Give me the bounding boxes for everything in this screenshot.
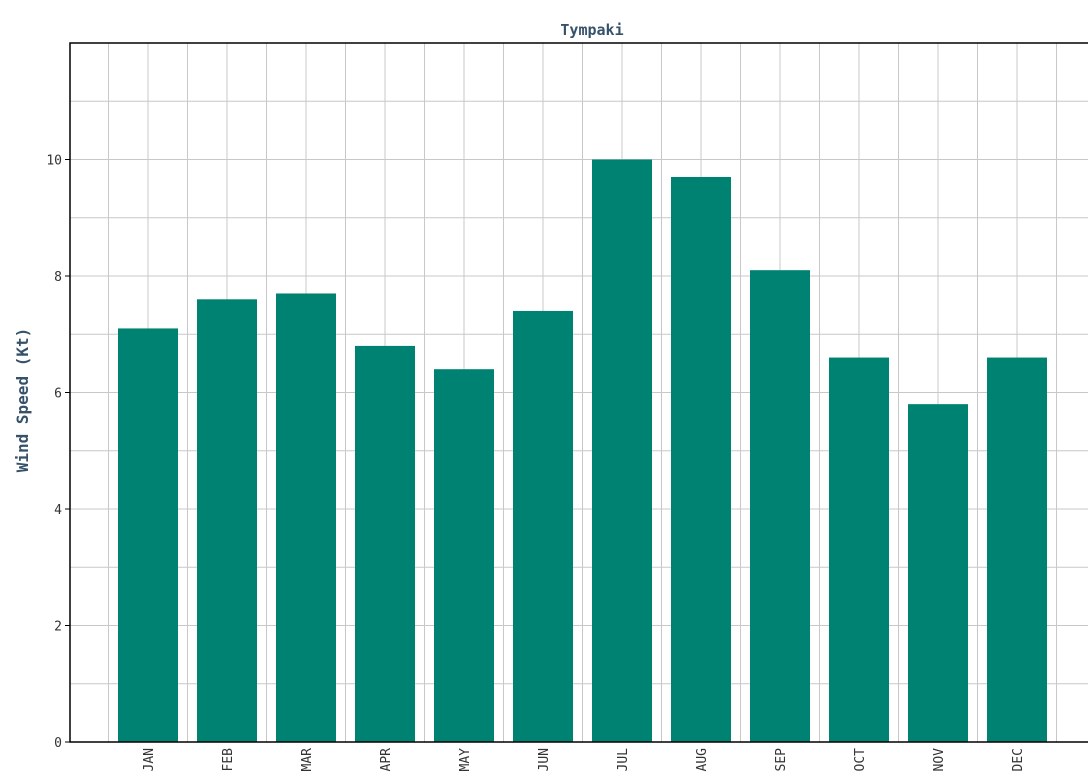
y-axis-label: Wind Speed (Kt) xyxy=(13,328,32,473)
x-tick-label-mar: MAR xyxy=(300,748,315,772)
bar-jun xyxy=(513,310,573,742)
x-tick-label-jul: JUL xyxy=(616,748,631,772)
bar-oct xyxy=(829,357,889,742)
plot-frame xyxy=(69,42,1088,743)
bar-feb xyxy=(197,299,257,742)
x-tick-labels: JAN FEB MAR APR MAY JUN JUL AUG SEP OCT NOV DEC xyxy=(142,748,1026,772)
y-tick-label: 8 xyxy=(54,270,62,285)
x-tick-label-apr: APR xyxy=(379,748,394,772)
bar-apr xyxy=(355,345,415,742)
x-tick-label-oct: OCT xyxy=(853,748,868,772)
x-tick-label-feb: FEB xyxy=(221,748,236,772)
y-tick-label: 10 xyxy=(46,154,62,169)
y-tick-label: 4 xyxy=(54,503,62,518)
x-tick-label-dec: DEC xyxy=(1011,748,1026,771)
plot-border xyxy=(69,42,1088,743)
x-tick-label-jan: JAN xyxy=(142,748,157,771)
chart-title: Tympaki xyxy=(560,21,623,39)
y-tick-label: 6 xyxy=(54,387,62,402)
bar-sep xyxy=(750,270,810,742)
y-tick-label: 0 xyxy=(54,736,62,751)
x-tick-label-nov: NOV xyxy=(932,748,947,772)
bar-layer xyxy=(118,159,1047,743)
x-tick-label-aug: AUG xyxy=(695,748,710,772)
bar-mar xyxy=(276,293,336,742)
y-tick-label: 2 xyxy=(54,620,62,635)
bar-may xyxy=(434,369,494,742)
bar-aug xyxy=(671,176,731,743)
bar-jul xyxy=(592,159,652,742)
bar-nov xyxy=(908,404,968,742)
bar-jan xyxy=(118,328,178,742)
x-tick-label-sep: SEP xyxy=(774,748,789,772)
bar-dec xyxy=(987,357,1047,742)
y-tick-labels: 0 2 4 6 8 10 xyxy=(46,154,70,751)
x-tick-label-may: MAY xyxy=(458,748,473,772)
x-tick-label-jun: JUN xyxy=(537,748,552,771)
